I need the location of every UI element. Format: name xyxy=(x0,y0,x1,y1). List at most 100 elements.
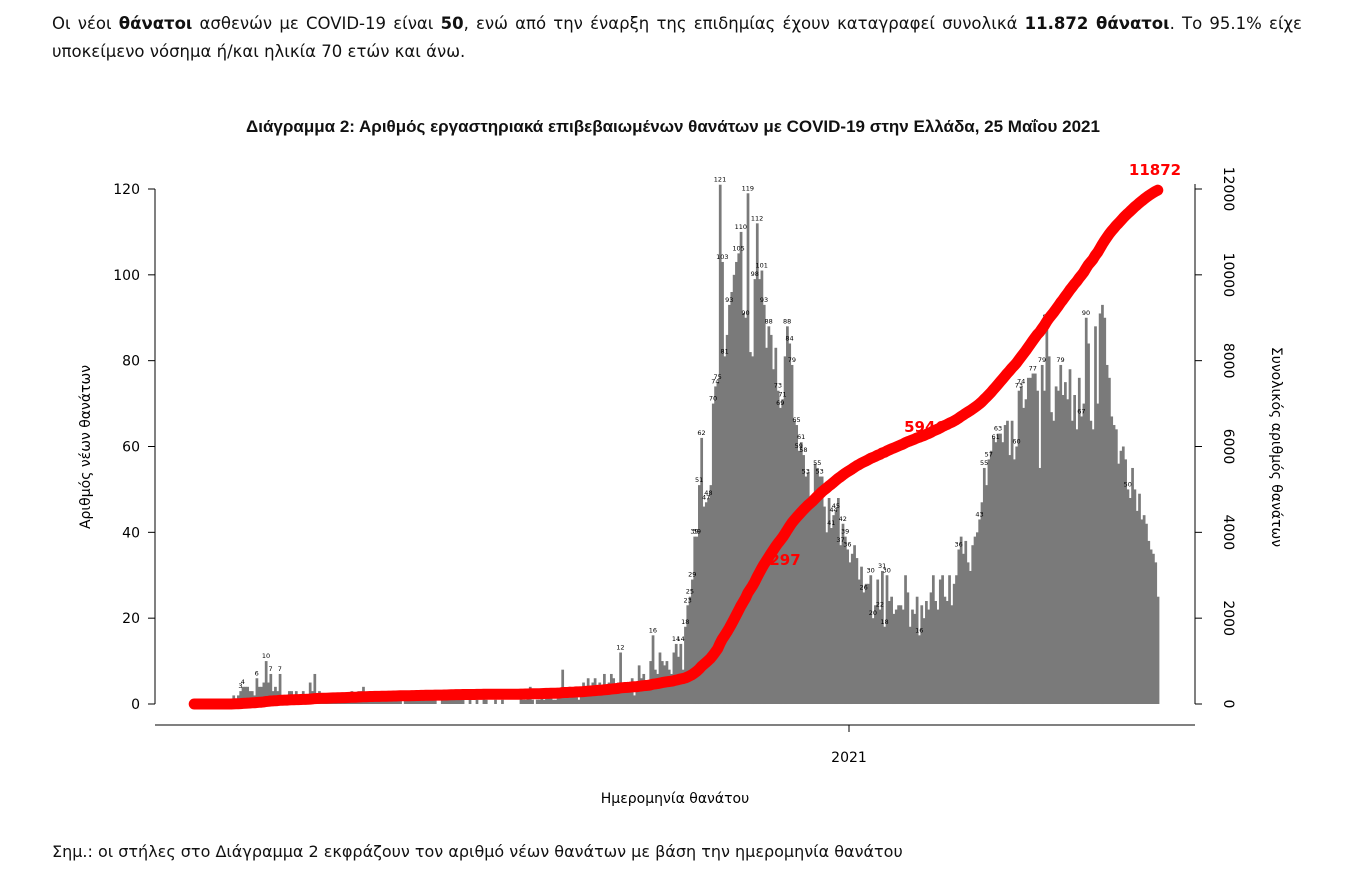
bar-data-label: 4 xyxy=(241,678,245,686)
bar xyxy=(765,347,768,704)
bar xyxy=(440,699,444,704)
bar-data-label: 84 xyxy=(785,335,793,343)
bar xyxy=(494,699,497,704)
bar-data-label: 57 xyxy=(985,450,993,458)
y2-tick-label: 2000 xyxy=(1220,600,1236,636)
bar xyxy=(1043,390,1046,704)
bar-data-label: 74 xyxy=(1017,377,1025,385)
bar xyxy=(519,695,523,704)
bar xyxy=(714,386,717,704)
bar xyxy=(269,673,273,704)
bar-data-label: 79 xyxy=(1038,356,1046,364)
bar xyxy=(1110,416,1114,704)
bar xyxy=(1075,429,1079,704)
bar xyxy=(484,699,488,704)
bar xyxy=(565,695,569,704)
bar xyxy=(816,467,819,704)
bar xyxy=(681,669,685,704)
bar xyxy=(707,498,710,704)
bar-data-label: 60 xyxy=(1012,438,1020,446)
bar xyxy=(429,699,433,704)
bar xyxy=(716,382,720,705)
bar xyxy=(751,356,755,705)
bar xyxy=(445,699,449,704)
bar xyxy=(830,528,833,704)
bar xyxy=(1128,498,1132,704)
bar-data-label: 30 xyxy=(883,566,891,574)
bar xyxy=(1003,425,1007,704)
bar xyxy=(698,485,701,705)
bar xyxy=(1022,407,1026,705)
bar xyxy=(922,618,926,704)
bar xyxy=(1024,399,1028,704)
bar-data-label: 39 xyxy=(693,528,701,536)
bar xyxy=(308,682,312,704)
bar xyxy=(1017,390,1021,704)
bar xyxy=(878,609,882,704)
bar xyxy=(239,691,243,705)
bar xyxy=(827,498,831,704)
y2-tick-label: 0 xyxy=(1220,700,1236,709)
bar xyxy=(760,270,764,704)
bar-data-label: 26 xyxy=(859,583,867,591)
bar xyxy=(834,510,838,705)
bar xyxy=(774,347,778,704)
bar xyxy=(691,579,694,704)
bar xyxy=(887,601,891,704)
bar xyxy=(443,699,446,704)
bar xyxy=(781,399,785,704)
bar-data-label: 39 xyxy=(690,528,698,536)
bar xyxy=(1108,377,1111,704)
bar xyxy=(809,498,812,704)
bar xyxy=(633,695,636,704)
bar-data-label: 43 xyxy=(975,510,983,518)
bar xyxy=(704,502,708,704)
bar xyxy=(867,583,870,704)
bar xyxy=(693,536,697,705)
bar xyxy=(1001,442,1005,704)
bar xyxy=(1064,382,1067,705)
bar xyxy=(881,570,884,704)
bar xyxy=(742,313,745,704)
bar xyxy=(971,545,975,704)
bar xyxy=(772,369,775,704)
bar xyxy=(711,403,715,704)
bar xyxy=(521,699,525,704)
bar-data-label: 105 xyxy=(732,244,744,252)
intro-text-4: . Το 95.1% είχε υποκείμενο νόσημα ή/και … xyxy=(52,14,1302,61)
bar-data-label: 53 xyxy=(802,468,810,476)
bar-data-label: 16 xyxy=(649,626,657,634)
intro-bold-new-deaths: 50 xyxy=(440,14,464,33)
bar xyxy=(848,562,852,705)
bar xyxy=(911,609,914,704)
y-tick-label: 100 xyxy=(113,268,140,284)
bar-data-label: 7 xyxy=(278,665,282,673)
bar xyxy=(647,682,650,704)
bar xyxy=(1073,395,1077,704)
bar xyxy=(841,523,845,704)
bar xyxy=(839,545,843,704)
bar xyxy=(684,626,687,704)
bar xyxy=(1068,369,1072,704)
bar xyxy=(876,579,880,704)
bar xyxy=(452,699,456,704)
bar xyxy=(959,536,963,705)
bar xyxy=(964,540,968,704)
bar xyxy=(890,596,893,704)
bar xyxy=(674,643,678,704)
bar xyxy=(1098,313,1102,704)
bar-data-label: 63 xyxy=(994,425,1002,433)
bar xyxy=(1138,493,1141,704)
bar xyxy=(811,498,815,704)
x-axis-label: Ημερομηνία θανάτου xyxy=(601,791,749,807)
bar xyxy=(1135,510,1139,705)
bar xyxy=(1140,519,1144,704)
bar xyxy=(538,699,541,704)
bars-group xyxy=(227,184,1160,705)
bar xyxy=(267,682,270,704)
bar xyxy=(1084,317,1088,704)
bar xyxy=(700,437,704,704)
bar xyxy=(605,686,609,704)
intro-text-1: Οι νέοι xyxy=(52,14,119,33)
intro-bold-total-deaths: 11.872 θάνατοι xyxy=(1024,14,1170,33)
